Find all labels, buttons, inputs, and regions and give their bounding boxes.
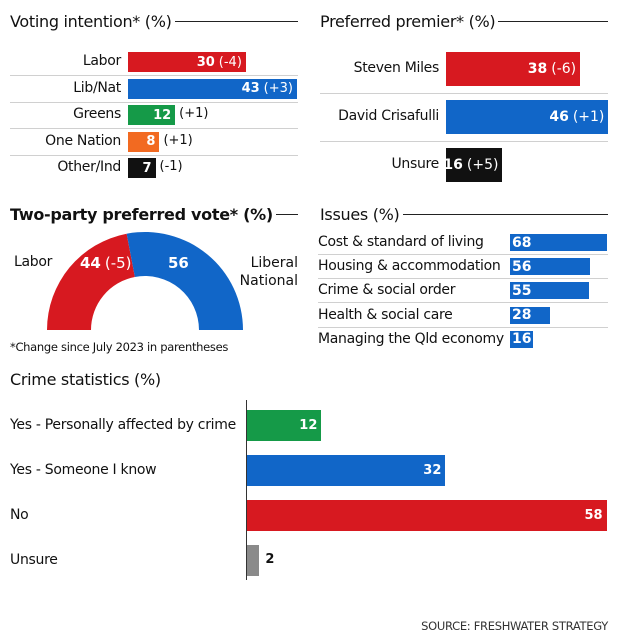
issue-label: Cost & standard of living [318,234,484,250]
issue-label: Managing the Qld economy [318,330,504,347]
issue-bar: 55 [510,282,589,300]
row-separator [10,75,298,77]
bar-change: (-4) [218,54,242,70]
crime-bar: 58 [247,500,607,531]
tpp-slice-lnp [126,232,243,330]
issue-label: Crime & social order [318,282,456,299]
bar-change: (+3) [263,81,293,96]
issue-bar: 16 [510,330,533,348]
bar-label: Other/Ind [57,159,121,175]
title-rule [402,214,608,215]
crime-bar: 12 [247,410,322,441]
bar: 8 [128,131,160,152]
bar-label: Greens [73,106,121,122]
crime-label: No [10,507,29,523]
row-separator [320,93,608,94]
bar-value: 12 [153,107,172,123]
crime-label: Yes - Personally affected by crime [10,417,236,433]
bar-label: Steven Miles [353,60,440,76]
bar-value: 38 [527,61,548,77]
tpp-slice-labor [47,233,135,330]
tpp-label-labor: Labor [14,254,53,270]
row-separator [10,128,298,130]
title-rule [275,214,298,215]
bar-label: David Crisafulli [338,108,439,124]
title-rule [498,21,608,22]
tpp-value-labor: 44 (-5) [80,254,132,272]
bar: 43 (+3) [128,78,297,99]
row-separator [10,154,298,156]
source: SOURCE: FRESHWATER STRATEGY [421,619,608,633]
row-separator [318,302,608,304]
crime-title: Crime statistics (%) [10,370,161,389]
voting-title: Voting intention* (%) [10,12,298,31]
bar-value: 16 [443,157,463,173]
bar: 7 [128,158,156,178]
bar: 38 (-6) [446,52,581,86]
row-separator [10,101,298,103]
row-separator [318,254,608,255]
bar-change: (+1) [163,132,193,148]
bar-change: (+5) [466,157,499,173]
bar-label: One Nation [45,132,121,149]
row-separator [318,278,608,280]
crime-bar: 32 [247,455,446,486]
issue-bar: 68 [510,234,608,251]
row-separator [320,141,608,142]
tpp-title: Two-party preferred vote* (%) [10,205,298,224]
bar-value: 46 [549,109,569,125]
bar-value: 8 [146,134,156,149]
row-separator [318,326,608,328]
issues-title: Issues (%) [320,205,608,224]
footnote: *Change since July 2023 in parentheses [10,340,229,354]
bar-change: (+1) [572,109,605,125]
tpp-value-lnp: 56 [168,254,189,272]
bar-value: 30 [196,54,215,70]
issue-bar: 28 [510,306,551,324]
bar-value: 7 [142,160,152,176]
tpp-donut [47,232,243,330]
bar-change: (-6) [551,61,577,77]
bar-label: Labor [82,53,121,69]
bar: 30 (-4) [128,52,246,72]
issue-bar: 56 [510,258,591,276]
issue-label: Health & social care [318,306,453,323]
crime-axis [246,400,247,580]
bar-change: (-1) [159,159,183,174]
crime-label: Yes - Someone I know [10,462,157,478]
bar: 16 (+5) [443,148,503,182]
crime-label: Unsure [10,552,58,568]
bar: 12 [128,105,176,125]
premier-title: Preferred premier* (%) [320,12,608,31]
bar-label: Lib/Nat [73,79,121,96]
bar-change: (+1) [179,106,209,121]
tpp-label-lnp: Liberal National [239,255,298,289]
bar-label: Unsure [391,156,439,172]
issue-label: Housing & accommodation [318,258,501,275]
bar: 46 (+1) [446,100,609,134]
title-rule [174,21,298,22]
bar-value: 43 [241,81,260,96]
crime-bar [247,545,260,576]
crime-value: 2 [265,552,275,567]
